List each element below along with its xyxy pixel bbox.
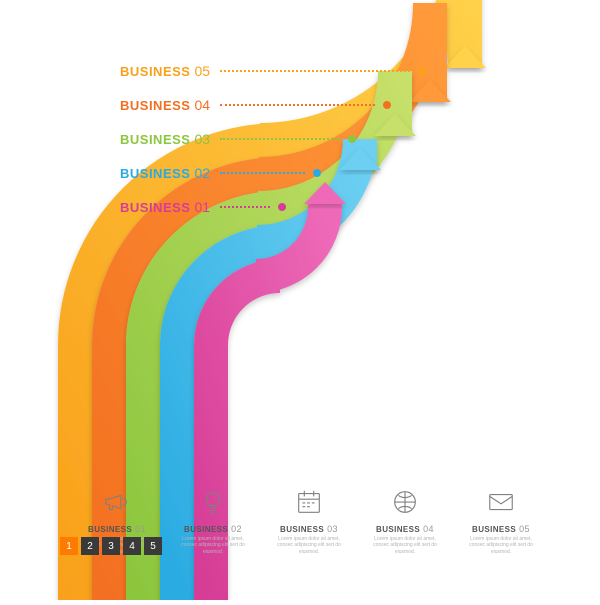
tile-heading: BUSINESS04: [366, 524, 444, 534]
leader-line: [220, 172, 305, 174]
label-text: BUSINESS: [120, 64, 190, 79]
label-num: 04: [194, 97, 210, 113]
bulb-icon: [174, 487, 252, 522]
label-num: 03: [194, 131, 210, 147]
footer-tile-2: BUSINESS02 Lorem ipsum dolor sit amet, co…: [174, 487, 252, 556]
page-button-4[interactable]: 4: [123, 537, 141, 555]
page-button-5[interactable]: 5: [144, 537, 162, 555]
calendar-icon: [270, 487, 348, 522]
label-row-2: BUSINESS 02: [120, 157, 430, 189]
leader-line: [220, 138, 340, 140]
label-num: 01: [194, 199, 210, 215]
tile-heading: BUSINESS02: [174, 524, 252, 534]
tile-heading: BUSINESS03: [270, 524, 348, 534]
leader-dot: [313, 169, 321, 177]
leader-line: [220, 70, 410, 72]
footer-tile-4: BUSINESS04 Lorem ipsum dolor sit amet, co…: [366, 487, 444, 556]
footer-tile-3: BUSINESS03 Lorem ipsum dolor sit amet, co…: [270, 487, 348, 556]
leader-dot: [348, 135, 356, 143]
label-row-5: BUSINESS 05: [120, 55, 430, 87]
label-row-1: BUSINESS 01: [120, 191, 430, 223]
leader-line: [220, 104, 375, 106]
page-button-2[interactable]: 2: [81, 537, 99, 555]
tile-body: Lorem ipsum dolor sit amet, consec adipi…: [366, 536, 444, 556]
mail-icon: [462, 487, 540, 522]
footer: BUSINESS01 Lorem ipsum dolor sit amet, co…: [60, 487, 540, 556]
label-row-4: BUSINESS 04: [120, 89, 430, 121]
leader-line: [220, 206, 270, 208]
label-text: BUSINESS: [120, 132, 190, 147]
tile-body: Lorem ipsum dolor sit amet, consec adipi…: [174, 536, 252, 556]
tile-body: Lorem ipsum dolor sit amet, consec adipi…: [462, 536, 540, 556]
label-num: 02: [194, 165, 210, 181]
leader-dot: [418, 67, 426, 75]
megaphone-icon: [78, 487, 156, 522]
label-num: 05: [194, 63, 210, 79]
paginator: 12345: [60, 537, 162, 555]
label-text: BUSINESS: [120, 200, 190, 215]
page-button-3[interactable]: 3: [102, 537, 120, 555]
tile-body: Lorem ipsum dolor sit amet, consec adipi…: [270, 536, 348, 556]
page-button-1[interactable]: 1: [60, 537, 78, 555]
globe-icon: [366, 487, 444, 522]
footer-tile-5: BUSINESS05 Lorem ipsum dolor sit amet, co…: [462, 487, 540, 556]
label-row-3: BUSINESS 03: [120, 123, 430, 155]
leader-dot: [383, 101, 391, 109]
label-list: BUSINESS 05 BUSINESS 04 BUSINESS 03 BUSINESS 02…: [120, 55, 430, 225]
label-text: BUSINESS: [120, 166, 190, 181]
tile-heading: BUSINESS05: [462, 524, 540, 534]
tile-heading: BUSINESS01: [78, 524, 156, 534]
label-text: BUSINESS: [120, 98, 190, 113]
leader-dot: [278, 203, 286, 211]
